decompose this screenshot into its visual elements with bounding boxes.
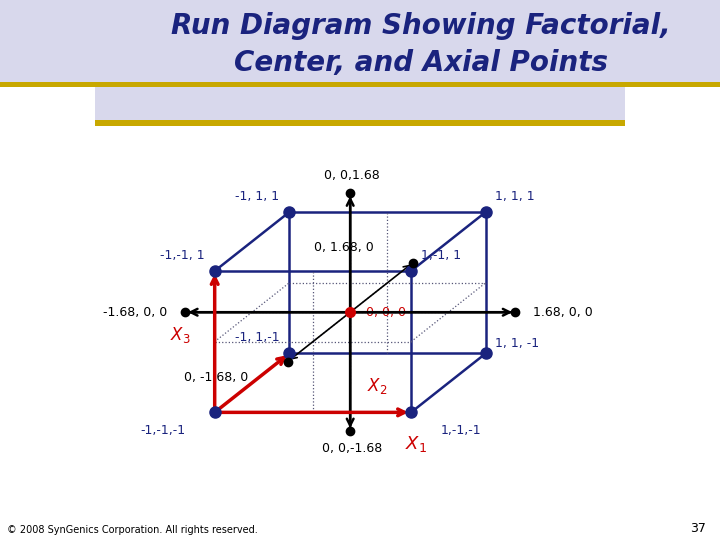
Text: 1,-1, 1: 1,-1, 1 (421, 249, 461, 262)
Text: -1, 1, 1: -1, 1, 1 (235, 190, 279, 203)
Text: $X_2$: $X_2$ (367, 376, 387, 396)
Text: -1,-1,-1: -1,-1,-1 (140, 423, 185, 436)
Text: 0, 0, 0: 0, 0, 0 (366, 306, 406, 319)
Bar (95, 120, 625, 126)
Text: 0, 0,-1.68: 0, 0,-1.68 (322, 442, 382, 455)
Text: 1,-1,-1: 1,-1,-1 (441, 423, 481, 436)
Text: 1, 1, 1: 1, 1, 1 (495, 190, 535, 203)
Text: Run Diagram Showing Factorial,: Run Diagram Showing Factorial, (171, 12, 671, 40)
Text: 37: 37 (690, 522, 706, 535)
Text: $X_3$: $X_3$ (170, 325, 191, 345)
Text: 0, -1.68, 0: 0, -1.68, 0 (184, 371, 248, 384)
Bar (95, 72, 625, 121)
Text: $X_1$: $X_1$ (405, 434, 427, 454)
Text: Center, and Axial Points: Center, and Axial Points (234, 49, 608, 77)
Text: 0, 1.68, 0: 0, 1.68, 0 (314, 240, 374, 253)
Text: © 2008 SynGenics Corporation. All rights reserved.: © 2008 SynGenics Corporation. All rights… (7, 524, 258, 535)
Text: 0, 0,1.68: 0, 0,1.68 (324, 169, 380, 183)
Text: -1.68, 0, 0: -1.68, 0, 0 (103, 306, 168, 319)
Text: 1.68, 0, 0: 1.68, 0, 0 (533, 306, 593, 319)
Text: 1, 1, -1: 1, 1, -1 (495, 337, 539, 350)
Text: -1,-1, 1: -1,-1, 1 (161, 249, 205, 262)
Text: -1, 1,-1: -1, 1,-1 (235, 331, 279, 344)
